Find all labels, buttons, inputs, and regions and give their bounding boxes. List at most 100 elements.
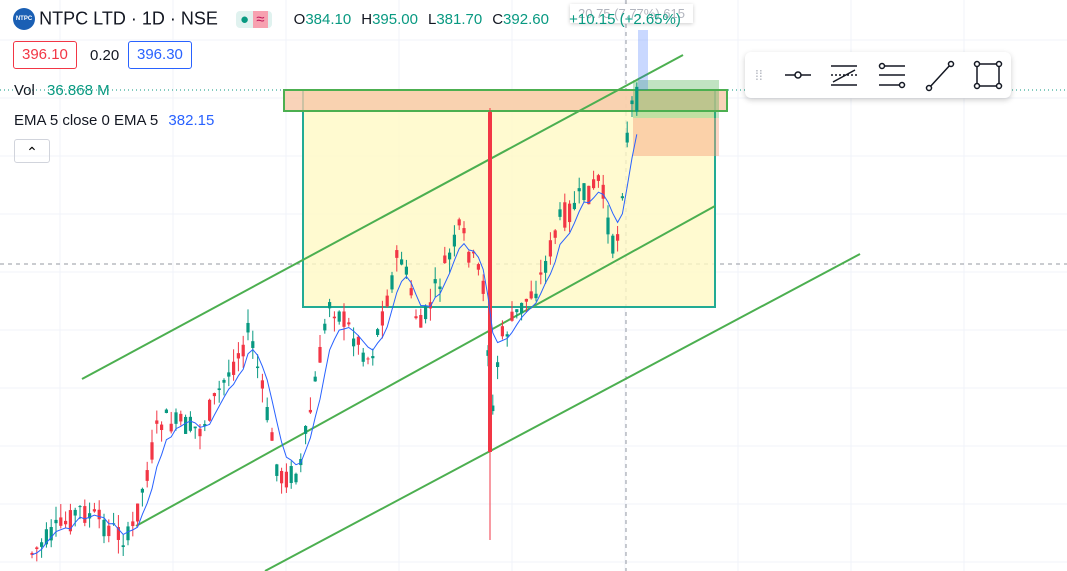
candle-body [428, 302, 432, 309]
candle-body [385, 295, 389, 307]
candle-body [481, 280, 485, 294]
candle-body [582, 183, 586, 201]
candle-body [544, 260, 548, 273]
candle-body [83, 506, 87, 523]
candle-body [40, 542, 44, 547]
candle-body [68, 510, 72, 532]
candle-body [265, 407, 269, 421]
stop-zone[interactable] [633, 118, 719, 156]
candle-body [390, 275, 394, 290]
ema-row: EMA 5 close 0 EMA 5 382.15 [14, 112, 214, 129]
candle-body [342, 311, 346, 327]
spike-body [488, 112, 492, 452]
channel[interactable] [81, 54, 861, 571]
candle-body [131, 521, 135, 527]
collapse-button[interactable]: ⌃ [14, 139, 50, 163]
candle-body [356, 336, 360, 345]
channel-tool[interactable] [831, 65, 857, 86]
candle-body [174, 412, 178, 424]
ohlc-key: O [293, 10, 306, 28]
candle-body [308, 409, 312, 413]
candle-body [44, 529, 48, 545]
candle-body [49, 527, 53, 541]
buy-button[interactable]: 396.30 [128, 41, 192, 69]
ohlc-key: C [492, 10, 504, 28]
candle-body [409, 288, 413, 296]
candle-body [208, 399, 212, 421]
rectangle-tool[interactable] [973, 60, 1003, 90]
ohlc-key: H [361, 10, 373, 28]
horizontal-ray-tool[interactable] [785, 71, 811, 79]
target-zone[interactable] [633, 80, 719, 118]
candle-body [577, 188, 581, 192]
candle-body [592, 179, 596, 189]
candle-body [203, 424, 207, 427]
ema-line [31, 134, 638, 556]
candle-body [491, 405, 495, 412]
symbol-row: NTPC NTPC LTD · 1D · NSE ● ≈ O384.10 H395… [13, 8, 681, 30]
candle-body [54, 519, 58, 524]
ohlc-value: 392.60 [503, 10, 549, 28]
change: +10.15 (+2.65%) [569, 10, 681, 28]
vol-label: Vol [14, 82, 35, 99]
vol-value: 36.868 M [47, 82, 110, 99]
candle-body [294, 473, 298, 483]
status[interactable]: ● ≈ [236, 10, 272, 28]
candle-body [337, 311, 341, 322]
candle-body [400, 259, 404, 265]
candle-body [515, 309, 519, 313]
candle-body [140, 488, 144, 493]
candle-body [102, 519, 106, 537]
candle-body [97, 509, 101, 520]
candle-body [136, 503, 140, 522]
candle-body [232, 361, 236, 375]
candle-body [520, 302, 524, 314]
candle-body [64, 520, 68, 525]
zone-box[interactable] [283, 89, 728, 112]
candle-body [318, 346, 322, 363]
candle-body [164, 409, 168, 413]
candle-body [313, 376, 317, 382]
candle-body [212, 393, 216, 397]
candle-body [30, 552, 34, 555]
candle-body [280, 470, 284, 484]
fib-tool[interactable] [878, 62, 906, 89]
candle-body [35, 547, 39, 550]
vol-row: Vol 36.868 M [14, 82, 110, 99]
candle-body [284, 471, 288, 488]
range-box[interactable] [302, 89, 716, 308]
drawing-toolbar: ⁞⁞ [745, 52, 1011, 98]
candle-body [155, 420, 159, 424]
candle-body [563, 202, 567, 228]
trendline-tool[interactable] [925, 60, 955, 92]
candle-body [630, 100, 634, 105]
candle-body [380, 311, 384, 326]
symbol[interactable]: NTPC LTD · 1D · NSE [39, 8, 218, 29]
candle-body [145, 470, 149, 481]
candle-body [505, 334, 509, 337]
candle-body [376, 329, 380, 335]
svg-text:⁞⁞: ⁞⁞ [755, 67, 763, 83]
candle-body [568, 203, 572, 223]
ema-value: 382.15 [168, 112, 215, 129]
candle-body [150, 442, 154, 460]
candle-body [328, 302, 332, 309]
logo: NTPC [13, 8, 35, 30]
candle-body [510, 311, 514, 321]
candle-body [304, 425, 308, 434]
candle-body [193, 426, 197, 429]
candle-body [433, 279, 437, 284]
candle-body [371, 356, 375, 359]
candle-body [457, 219, 461, 226]
sell-button[interactable]: 396.10 [13, 41, 77, 69]
candle-body [160, 424, 164, 431]
candle-body [222, 379, 226, 383]
candle-body [275, 464, 279, 476]
candle-body [332, 316, 336, 319]
candle-body [601, 184, 605, 199]
candle-body [539, 272, 543, 275]
candle-body [121, 545, 125, 548]
ohlc-value: 384.10 [305, 10, 352, 28]
